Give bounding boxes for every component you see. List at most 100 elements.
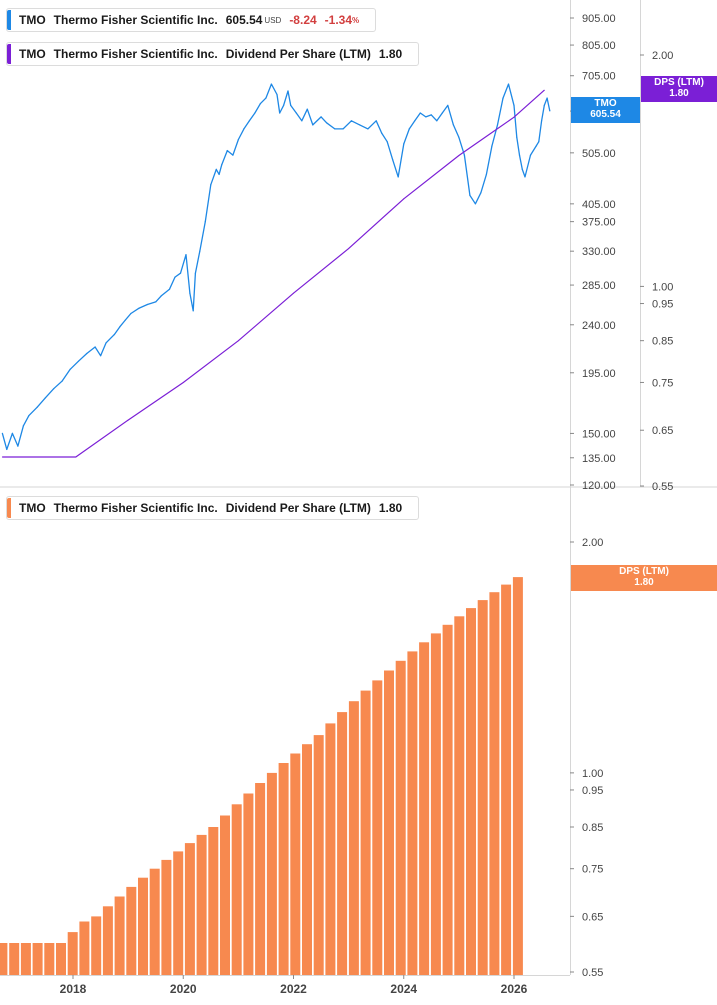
price-point [243,128,245,130]
price-point [36,406,38,408]
price-legend-price: 605.54 [225,13,263,27]
price-point [204,221,206,223]
price-point [215,168,217,170]
dps-bar [325,723,336,975]
price-point [283,104,285,106]
dps-point [127,419,129,421]
dps-top-legend-name: Thermo Fisher Scientific Inc. [53,47,218,61]
dps-bottom-legend-swatch [7,498,11,518]
price-axis-tick-label: 375.00 [582,217,616,229]
dps-bar [126,886,137,975]
dps-point [44,456,46,458]
price-tag-label: TMO [594,98,617,109]
price-point [524,176,526,178]
dps-top-tag: DPS (LTM) 1.80 [641,76,717,102]
price-series-line [1,83,551,451]
price-point [44,397,47,399]
dps-bar [302,744,312,975]
price-axis-tick-label: 705.00 [582,71,616,83]
price-point [408,128,410,130]
dps-bottom-axis-tick-label: 0.85 [582,822,603,834]
price-point [301,120,303,122]
price-point [226,150,228,152]
x-axis-tick-label: 2018 [60,982,87,996]
dps-point [293,292,294,294]
price-point [419,112,421,114]
dps-bar [220,815,230,975]
dps-bar [91,916,102,975]
dps-point [403,198,405,200]
price-point [518,154,521,156]
price-axis-tick-label: 330.00 [582,246,616,258]
price-point [326,122,328,124]
price-point [130,312,132,315]
dps-bar [477,600,488,975]
dps-bottom-tag-value: 1.80 [634,577,654,588]
price-point [53,388,55,390]
price-point [194,272,196,274]
price-point [436,120,438,122]
price-point [86,352,88,355]
dps-point [17,456,19,458]
price-point [94,346,96,348]
price-point [480,192,482,194]
dps-bar [360,690,371,975]
price-point [248,120,250,122]
x-axis-tick-label: 2020 [170,982,197,996]
price-point [441,112,443,114]
dps-bar [255,783,266,975]
price-axis-tick-label: 150.00 [582,428,616,440]
price-point [259,103,261,105]
price-point [496,124,499,126]
dps-bottom-axis-tick-label: 0.95 [582,785,603,797]
dps-point [237,340,239,342]
price-tag-value: 605.54 [590,109,621,120]
price-tag: TMO 605.54 [571,97,640,123]
price-axis-tick-label: 195.00 [582,368,616,380]
price-point [168,288,171,290]
dps-bar [231,804,242,975]
dps-bottom-legend-name: Thermo Fisher Scientific Inc. [53,501,218,515]
price-point [192,310,194,312]
dps-top-axis-tick-label: 0.75 [652,377,673,389]
price-point [381,132,383,134]
dps-bar [454,616,465,975]
price-point [100,355,102,357]
dps-bottom-legend: TMO Thermo Fisher Scientific Inc. Divide… [6,496,420,520]
price-point [367,128,369,130]
dps-bottom-legend-ticker: TMO [19,501,46,515]
dps-bottom-axis-tick-label: 1.00 [582,768,603,780]
price-point [516,136,518,138]
price-point [359,124,361,126]
dps-top-legend-ticker: TMO [19,47,46,61]
dps-bar [372,680,383,975]
price-axis-tick-label: 135.00 [582,453,616,465]
price-legend-change-pct: -1.34 [324,13,353,27]
dps-point [348,248,350,250]
price-legend-change: -8.24 [289,13,317,27]
price-point [535,145,537,147]
price-point [6,448,8,450]
dps-bar [384,670,394,975]
dps-top-axis-tick-label: 1.00 [652,281,673,293]
price-point [28,415,30,417]
price-point [507,83,510,85]
dps-top-axis-tick-label: 0.65 [652,425,673,437]
dps-bar [266,772,277,975]
price-point [414,120,416,122]
dps-bar [184,843,195,975]
price-point [218,173,220,175]
price-point [77,360,80,362]
dps-bar [102,906,113,975]
dps-bar [278,763,289,975]
dps-bottom-tag: DPS (LTM) 1.80 [571,565,717,591]
x-axis-tick-label: 2022 [280,982,307,996]
price-point [541,120,543,122]
dps-bottom-axis-tick-label: 0.75 [582,864,603,876]
price-point [452,124,454,126]
dps-bottom-legend-value: 1.80 [378,501,403,515]
price-point [105,342,107,344]
dps-bar [9,943,20,975]
price-point [397,176,399,178]
price-point [485,173,487,175]
